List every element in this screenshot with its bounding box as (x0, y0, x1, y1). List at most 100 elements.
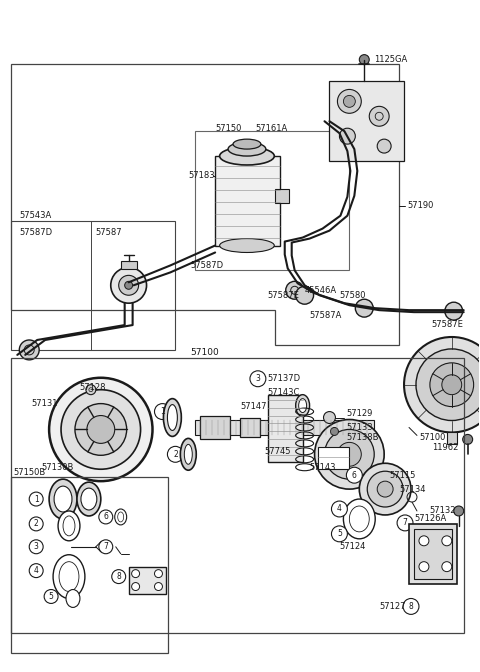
Text: 8: 8 (116, 572, 121, 581)
Circle shape (75, 404, 127, 456)
Text: 57127: 57127 (379, 602, 406, 611)
Circle shape (296, 286, 313, 304)
Circle shape (337, 442, 361, 466)
Bar (318, 448, 349, 469)
Ellipse shape (180, 438, 196, 470)
Circle shape (86, 384, 96, 394)
Bar (215, 156, 280, 245)
Circle shape (355, 299, 373, 317)
Text: 57132: 57132 (429, 507, 456, 515)
Ellipse shape (118, 512, 124, 522)
Circle shape (463, 434, 473, 444)
Text: 2: 2 (34, 519, 38, 528)
Circle shape (416, 349, 480, 421)
Text: 57100: 57100 (419, 433, 445, 442)
Bar (12, 220, 175, 350)
Ellipse shape (59, 562, 79, 591)
Circle shape (330, 427, 338, 435)
Text: 4: 4 (337, 505, 342, 513)
Text: 57143: 57143 (310, 463, 336, 472)
Circle shape (155, 570, 162, 578)
Text: 57587: 57587 (96, 228, 122, 237)
Circle shape (397, 515, 413, 531)
Text: 57745: 57745 (265, 447, 291, 456)
Text: 57150: 57150 (215, 124, 241, 132)
Ellipse shape (349, 506, 369, 532)
Circle shape (360, 54, 369, 65)
Circle shape (445, 302, 463, 320)
Circle shape (343, 95, 355, 108)
Circle shape (442, 375, 462, 394)
Circle shape (367, 471, 403, 507)
Ellipse shape (184, 444, 192, 464)
Circle shape (44, 589, 58, 603)
Circle shape (324, 411, 336, 423)
Text: 3: 3 (34, 542, 38, 551)
Circle shape (377, 481, 393, 497)
Circle shape (29, 564, 43, 578)
Circle shape (404, 337, 480, 433)
Circle shape (377, 139, 391, 153)
Bar (129, 566, 167, 595)
Bar (275, 189, 288, 203)
Circle shape (430, 363, 474, 407)
Circle shape (250, 371, 266, 386)
Circle shape (332, 526, 348, 542)
Text: 57580: 57580 (339, 291, 366, 300)
Text: 57147: 57147 (240, 402, 266, 411)
Ellipse shape (168, 405, 178, 431)
Circle shape (99, 540, 113, 554)
Circle shape (119, 276, 139, 295)
Circle shape (403, 599, 419, 614)
Circle shape (29, 517, 43, 531)
Bar (329, 81, 404, 161)
Text: 57126A: 57126A (414, 515, 446, 523)
Text: 45546A: 45546A (305, 286, 337, 295)
Text: 7: 7 (403, 518, 408, 528)
Text: 57124: 57124 (339, 542, 366, 551)
Bar (240, 417, 260, 437)
Circle shape (347, 467, 362, 483)
Text: 57128: 57128 (79, 383, 106, 392)
Ellipse shape (299, 398, 307, 413)
Circle shape (286, 282, 304, 299)
Circle shape (125, 282, 132, 289)
Bar (268, 394, 302, 462)
Text: 57133: 57133 (347, 423, 373, 432)
Ellipse shape (233, 139, 261, 149)
Text: 8: 8 (408, 602, 413, 611)
Text: 57138B: 57138B (347, 433, 379, 442)
Circle shape (61, 390, 141, 469)
Text: 57150B: 57150B (13, 468, 46, 476)
Circle shape (49, 378, 153, 481)
Ellipse shape (296, 394, 310, 417)
Circle shape (419, 536, 429, 546)
Text: 4: 4 (34, 566, 38, 575)
Ellipse shape (220, 239, 274, 253)
Ellipse shape (164, 398, 181, 436)
Circle shape (442, 536, 452, 546)
Circle shape (339, 128, 355, 144)
Text: 7: 7 (103, 542, 108, 551)
Text: 11962: 11962 (432, 443, 458, 452)
Ellipse shape (77, 482, 101, 516)
Circle shape (369, 106, 389, 126)
Text: 57587E: 57587E (431, 320, 463, 329)
Circle shape (99, 510, 113, 524)
Text: 1: 1 (160, 407, 165, 416)
Ellipse shape (343, 499, 375, 539)
Ellipse shape (54, 486, 72, 512)
Circle shape (132, 583, 140, 591)
Text: 57161A: 57161A (255, 124, 287, 132)
Text: 5: 5 (48, 592, 54, 601)
Bar (414, 529, 452, 579)
Circle shape (324, 429, 374, 479)
Circle shape (454, 506, 464, 516)
Text: 2: 2 (173, 450, 178, 459)
Ellipse shape (49, 479, 77, 519)
Circle shape (314, 419, 384, 489)
Ellipse shape (63, 516, 75, 536)
Ellipse shape (58, 511, 80, 541)
Text: 57100: 57100 (190, 348, 219, 358)
Text: 57183: 57183 (188, 171, 215, 180)
